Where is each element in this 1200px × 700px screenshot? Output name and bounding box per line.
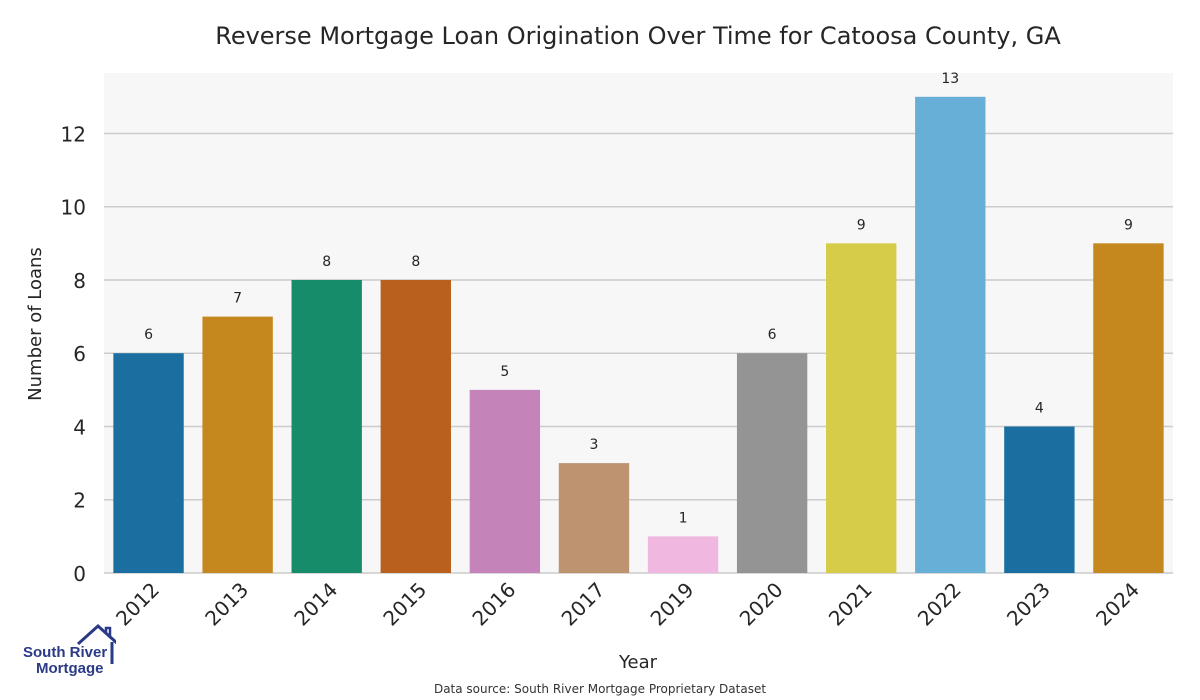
value-label: 6 bbox=[768, 327, 777, 343]
value-label: 8 bbox=[322, 254, 331, 270]
chart-title: Reverse Mortgage Loan Origination Over T… bbox=[215, 22, 1061, 50]
value-label: 3 bbox=[589, 437, 598, 453]
bar-2013 bbox=[202, 316, 273, 573]
x-tick-label: 2012 bbox=[111, 578, 164, 631]
x-tick-label: 2013 bbox=[200, 578, 253, 631]
value-label: 9 bbox=[1124, 217, 1133, 233]
bar-2012 bbox=[113, 353, 184, 573]
y-axis-label: Number of Loans bbox=[25, 247, 46, 401]
value-label: 9 bbox=[857, 217, 866, 233]
x-tick-label: 2015 bbox=[378, 578, 431, 631]
bar-2023 bbox=[1004, 426, 1075, 573]
value-label: 1 bbox=[679, 510, 688, 526]
plot-background bbox=[104, 73, 1173, 573]
plot-area bbox=[104, 73, 1173, 573]
bar-2016 bbox=[469, 389, 541, 573]
x-axis-label: Year bbox=[618, 652, 658, 673]
data-source-note: Data source: South River Mortgage Propri… bbox=[433, 682, 767, 696]
logo-text-line1: South River bbox=[23, 644, 108, 661]
bar-2021 bbox=[826, 243, 897, 574]
bar-2014 bbox=[291, 279, 362, 573]
y-tick-label: 10 bbox=[61, 196, 86, 220]
value-label: 5 bbox=[500, 364, 509, 380]
bar-2024 bbox=[1093, 243, 1164, 574]
x-tick-label: 2017 bbox=[557, 578, 610, 631]
value-labels: 6 7 8 8 5 3 1 6 9 13 4 9 bbox=[144, 71, 1133, 527]
logo-text-line2: Mortgage bbox=[36, 660, 104, 677]
value-label: 6 bbox=[144, 327, 153, 343]
x-tick-label: 2019 bbox=[646, 578, 699, 631]
y-tick-label: 12 bbox=[61, 122, 86, 146]
x-tick-label: 2021 bbox=[824, 578, 877, 631]
y-tick-label: 4 bbox=[73, 415, 86, 439]
bar-2017 bbox=[558, 463, 630, 573]
y-tick-label: 6 bbox=[73, 342, 86, 366]
bar-2015 bbox=[380, 279, 451, 573]
value-label: 13 bbox=[941, 71, 959, 87]
x-tick-label: 2014 bbox=[289, 578, 342, 631]
y-tick-label: 2 bbox=[73, 489, 86, 513]
value-label: 8 bbox=[411, 254, 420, 270]
x-tick-label: 2023 bbox=[1002, 578, 1055, 631]
x-tick-label: 2020 bbox=[735, 578, 788, 631]
x-tick-label: 2024 bbox=[1091, 578, 1144, 631]
x-tick-label: 2022 bbox=[913, 578, 966, 631]
x-axis-ticks: 2012 2013 2014 2015 2016 2017 2019 2020 2021 2022… bbox=[111, 578, 1144, 631]
south-river-logo-icon bbox=[76, 623, 116, 664]
value-label: 7 bbox=[233, 291, 242, 307]
bars bbox=[113, 96, 1164, 574]
y-tick-label: 0 bbox=[73, 562, 86, 586]
grid-lines bbox=[104, 132, 1173, 574]
bar-2019 bbox=[647, 536, 719, 573]
x-tick-label: 2016 bbox=[467, 578, 520, 631]
bar-2020 bbox=[736, 353, 808, 573]
y-tick-label: 8 bbox=[73, 269, 86, 293]
bar-2022 bbox=[915, 96, 986, 574]
value-label: 4 bbox=[1035, 400, 1044, 416]
y-axis-ticks: 0 2 4 6 8 10 12 bbox=[61, 122, 86, 586]
